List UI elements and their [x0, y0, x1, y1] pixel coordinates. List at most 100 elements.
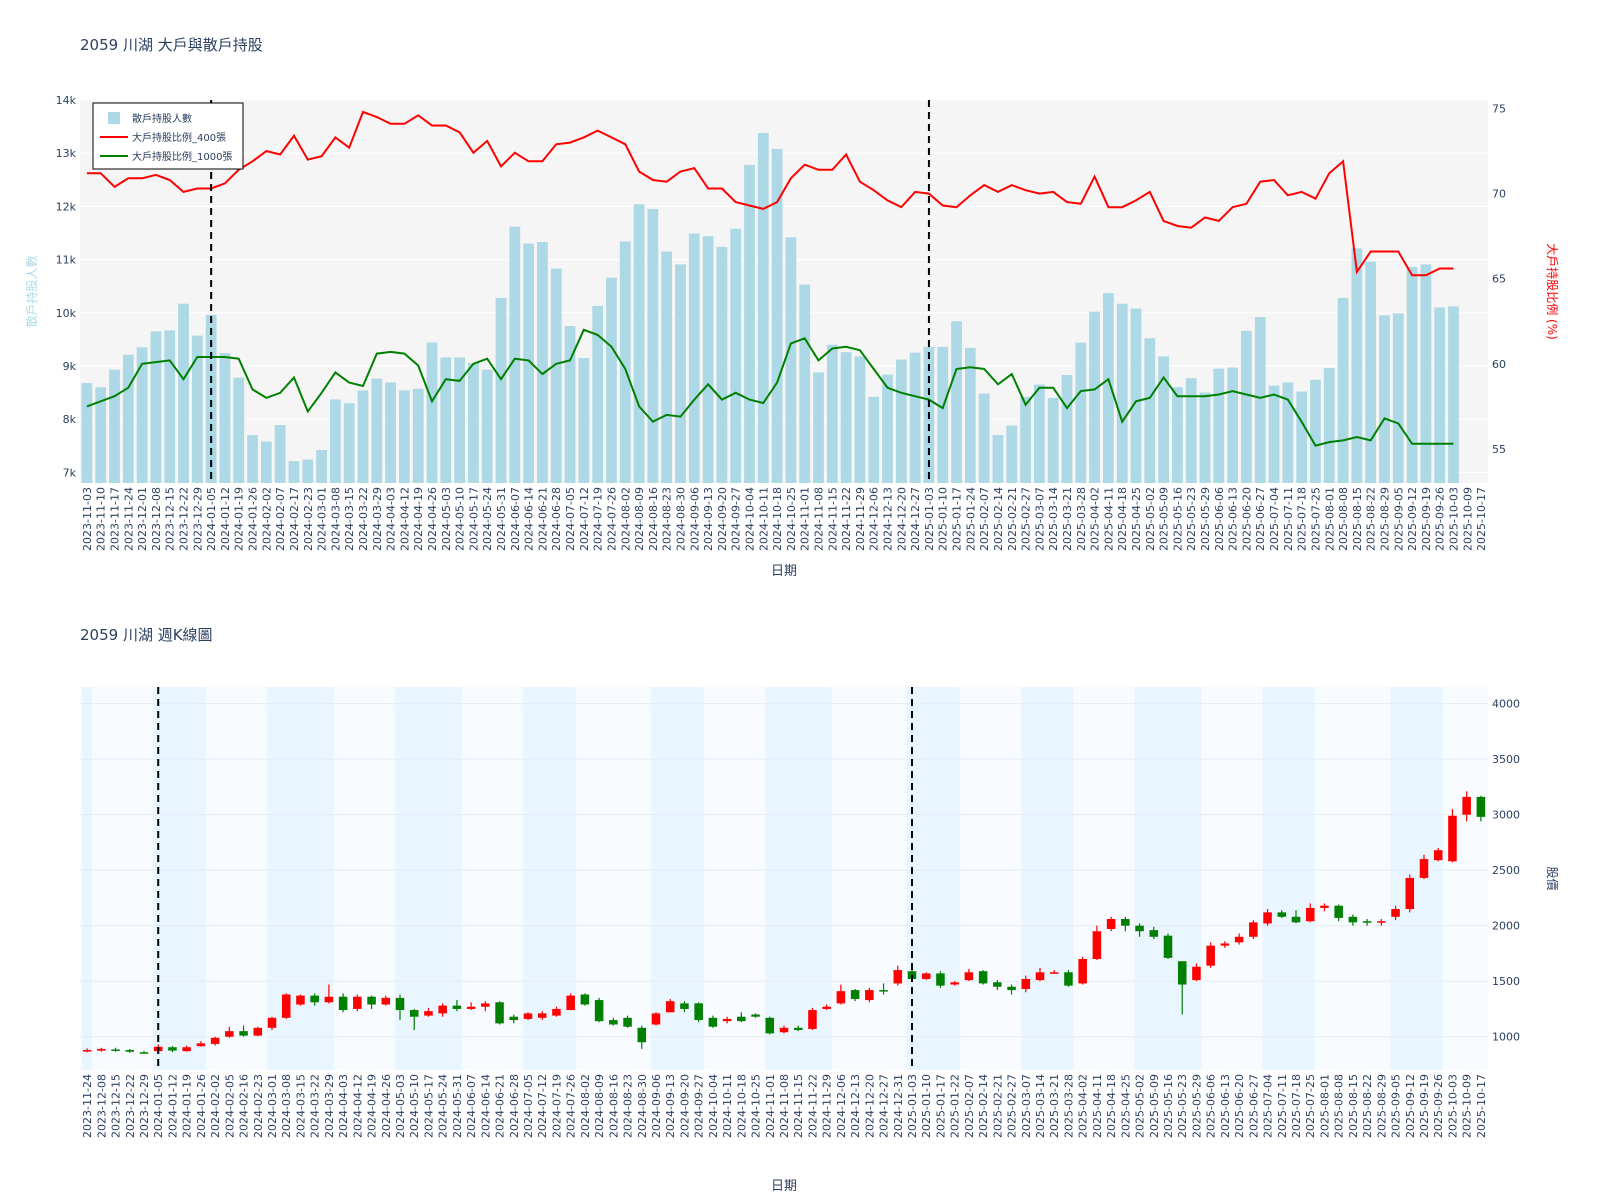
x-tick-label: 2024-10-11: [757, 487, 770, 551]
x-tick-label: 2024-02-07: [274, 487, 287, 551]
x-tick-label: 2025-02-21: [1006, 487, 1019, 551]
x-tick-label: 2024-04-26: [380, 1074, 393, 1138]
bar: [481, 369, 493, 483]
month-band: [266, 687, 334, 1070]
candle-body: [1106, 919, 1116, 930]
bar: [592, 305, 604, 483]
x-tick-label: 2025-08-08: [1337, 487, 1350, 551]
x-tick-label: 2024-04-19: [366, 1074, 379, 1138]
bar: [150, 331, 162, 483]
bar: [1227, 367, 1239, 483]
x-tick-label: 2025-10-03: [1446, 1074, 1459, 1138]
bar: [1116, 303, 1128, 483]
candle-body: [651, 1013, 661, 1025]
x-tick-label: 2025-03-14: [1047, 487, 1060, 551]
candle-body: [1135, 925, 1144, 932]
x-tick-label: 2024-08-02: [579, 1074, 592, 1138]
candle-body: [509, 1016, 519, 1021]
x-tick-label: 2025-01-24: [964, 487, 977, 551]
bar: [329, 399, 341, 483]
bar: [523, 243, 535, 483]
x-tick-label: 2023-11-10: [95, 487, 108, 551]
candle-body: [637, 1027, 647, 1043]
candle-body: [139, 1052, 149, 1054]
x-tick-label: 2025-05-29: [1199, 487, 1212, 551]
x-tick-label: 2024-01-26: [195, 1074, 208, 1138]
bar: [1448, 306, 1459, 483]
y-right-tick-label: 60: [1492, 358, 1506, 371]
x-tick-label: 2024-05-03: [394, 1074, 407, 1138]
bar: [564, 326, 576, 483]
bar: [1144, 338, 1156, 483]
x-tick-label: 2024-03-22: [357, 487, 370, 551]
bar: [1392, 313, 1404, 483]
candle-body: [495, 1002, 504, 1024]
x-tick-label: 2024-01-19: [181, 1074, 194, 1138]
candle-body: [409, 1010, 419, 1017]
month-band: [1262, 687, 1316, 1070]
x-tick-label: 2025-01-10: [937, 487, 950, 551]
x-tick-label: 2025-07-25: [1304, 1074, 1317, 1138]
y-right-tick-label: 70: [1492, 188, 1506, 201]
bar: [1033, 384, 1045, 483]
x-tick-label: 2025-02-27: [1020, 487, 1033, 551]
y-left-tick-label: 10k: [56, 307, 77, 320]
x-tick-label: 2024-12-06: [835, 1074, 848, 1138]
x-tick-label: 2025-03-21: [1061, 487, 1074, 551]
x-tick-label: 2024-10-18: [771, 487, 784, 551]
bar: [1379, 315, 1390, 483]
candle-body: [623, 1017, 632, 1027]
candle-body: [1035, 972, 1045, 981]
bar: [136, 347, 148, 483]
x-tick-label: 2025-02-14: [977, 1074, 990, 1138]
bar: [385, 382, 396, 483]
y-right-axis-title: 大戶持股比例 (%): [1545, 243, 1560, 340]
x-axis-title: 日期: [771, 1179, 797, 1194]
candle-body: [168, 1047, 177, 1051]
y-tick-label: 3000: [1492, 809, 1520, 822]
candle-body: [808, 1010, 817, 1029]
candle-body: [111, 1049, 120, 1051]
bar: [1199, 392, 1211, 483]
x-tick-label: 2023-12-01: [136, 487, 149, 551]
x-tick-label: 2024-07-12: [578, 487, 591, 551]
x-tick-label: 2023-11-03: [81, 487, 94, 551]
x-tick-label: 2024-06-28: [508, 1074, 521, 1138]
x-tick-label: 2025-01-03: [923, 487, 936, 551]
bar: [1130, 308, 1142, 483]
bar: [854, 356, 866, 483]
x-tick-label: 2023-12-29: [138, 1074, 151, 1138]
y-right-tick-label: 55: [1492, 443, 1506, 456]
x-tick-label: 2025-09-05: [1392, 487, 1405, 551]
candle-body: [225, 1031, 234, 1037]
x-tick-label: 2024-10-04: [707, 1074, 720, 1138]
x-tick-label: 2024-07-26: [605, 487, 618, 551]
y-right-tick-label: 75: [1492, 103, 1506, 116]
candle-body: [552, 1008, 561, 1016]
x-tick-label: 2024-12-06: [868, 487, 881, 551]
bar: [785, 237, 797, 483]
x-tick-label: 2024-09-06: [688, 487, 701, 551]
candle-body: [893, 970, 903, 984]
x-tick-label: 2025-05-09: [1158, 487, 1171, 551]
x-tick-label: 2025-03-21: [1048, 1074, 1061, 1138]
candle-body: [481, 1003, 490, 1007]
x-tick-label: 2025-07-11: [1276, 1074, 1289, 1138]
x-tick-label: 2024-05-10: [408, 1074, 421, 1138]
bar: [468, 362, 479, 483]
x-tick-label: 2025-09-26: [1432, 1074, 1445, 1138]
candle-body: [310, 995, 319, 1003]
x-tick-label: 2024-02-02: [209, 1074, 222, 1138]
x-tick-label: 2024-10-25: [750, 1074, 763, 1138]
x-tick-label: 2024-02-16: [238, 1074, 251, 1138]
candle-body: [850, 990, 860, 999]
x-tick-label: 2024-11-08: [778, 1074, 791, 1138]
bar: [647, 209, 659, 483]
bar: [274, 425, 286, 483]
x-tick-label: 2023-12-15: [164, 487, 177, 551]
month-band: [153, 687, 206, 1070]
candle-body: [737, 1016, 746, 1022]
bar: [978, 393, 990, 483]
x-tick-label: 2024-11-22: [806, 1074, 819, 1138]
